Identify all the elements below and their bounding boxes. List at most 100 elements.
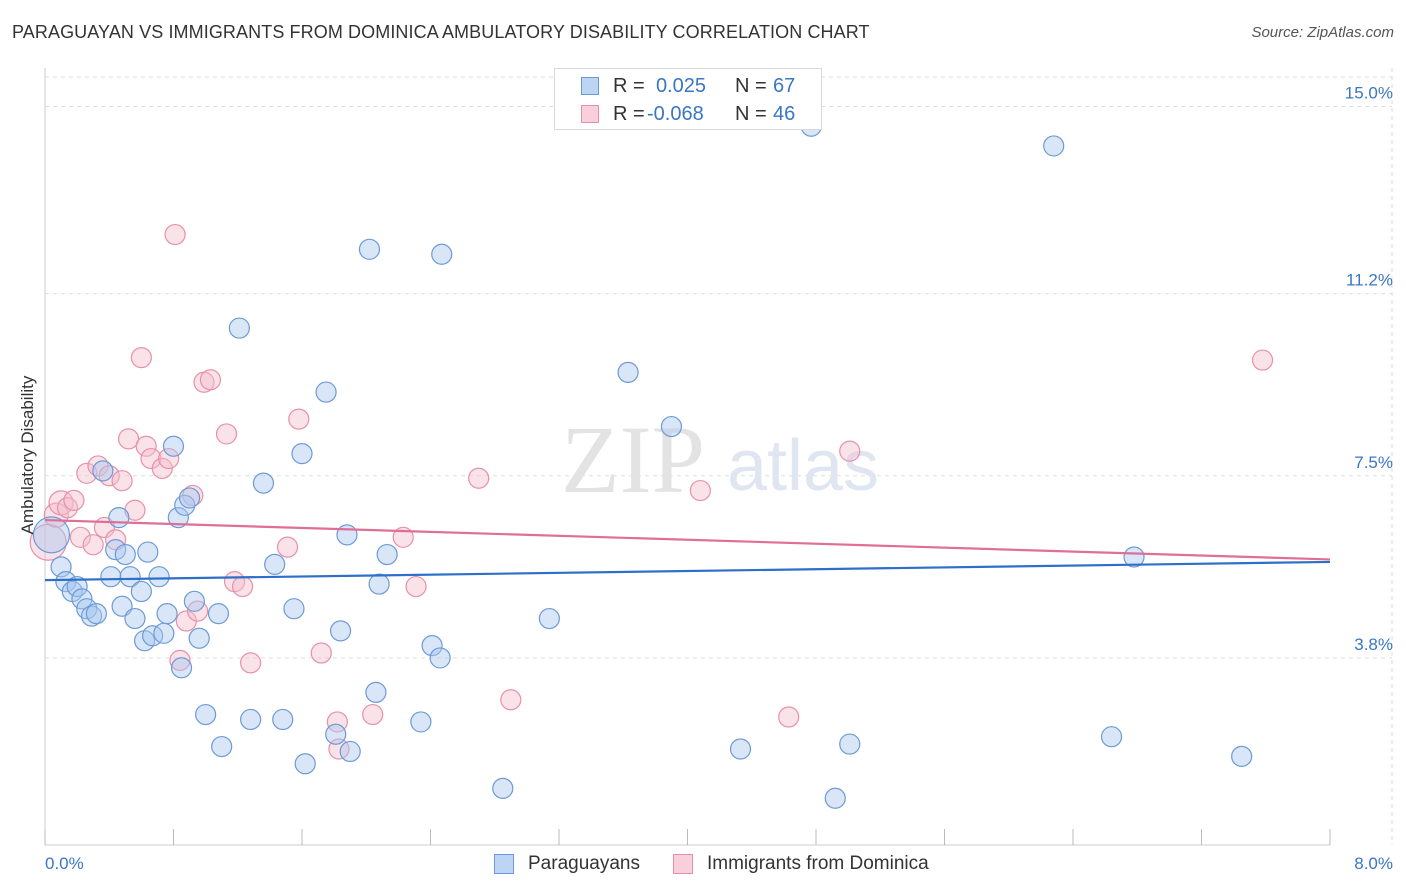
paraguayans-point bbox=[156, 603, 178, 625]
dominica-point bbox=[310, 642, 332, 664]
r-label: R = bbox=[613, 75, 645, 97]
y-tick-label: 15.0% bbox=[1345, 84, 1393, 103]
paraguayans-point bbox=[1231, 745, 1253, 767]
paraguayans-point bbox=[368, 573, 390, 595]
paraguayans-point bbox=[824, 787, 846, 809]
paraguayans-point bbox=[1123, 546, 1145, 568]
dominica-point bbox=[169, 649, 191, 671]
tick-labels: 3.8% 7.5% 11.2% 15.0% 0.0% 8.0% bbox=[45, 84, 1393, 873]
paraguayans-point bbox=[71, 588, 93, 610]
dominica-point bbox=[839, 440, 861, 462]
paraguayans-point bbox=[315, 381, 337, 403]
paraguayans-point bbox=[538, 607, 560, 630]
dominica-point bbox=[164, 223, 186, 246]
series-dominica-points bbox=[29, 223, 1274, 760]
y-tick-label: 7.5% bbox=[1354, 453, 1393, 472]
stats-legend-row-paraguayans: R = 0.025 N = 67 bbox=[555, 73, 821, 101]
watermark: ZIP atlas bbox=[561, 406, 879, 513]
dominica-point bbox=[82, 534, 104, 556]
paraguayans-point bbox=[92, 460, 114, 482]
dominica-point bbox=[288, 408, 310, 430]
paraguayans-point bbox=[272, 708, 294, 731]
paraguayans-legend-swatch bbox=[494, 854, 514, 874]
dominica-point bbox=[69, 526, 91, 548]
dominica-point bbox=[240, 652, 262, 674]
paraguayans-point bbox=[228, 317, 250, 339]
paraguayans-point bbox=[339, 740, 361, 763]
n-label: N = bbox=[735, 103, 767, 125]
paraguayans-point bbox=[211, 735, 233, 758]
series-paraguayans-points bbox=[32, 115, 1253, 809]
paraguayans-point bbox=[32, 516, 71, 554]
dominica-point bbox=[63, 489, 85, 511]
paraguayans-point bbox=[119, 566, 141, 588]
paraguayans-point bbox=[114, 543, 136, 566]
paraguayans-point bbox=[839, 733, 861, 755]
dominica-legend-label: Immigrants from Dominica bbox=[707, 853, 929, 874]
paraguayans-point bbox=[431, 243, 453, 265]
dominica-point bbox=[468, 467, 490, 489]
watermark-atlas: atlas bbox=[727, 426, 879, 506]
paraguayans-point bbox=[153, 622, 175, 644]
paraguayans-point bbox=[124, 607, 146, 630]
dominica-trend-line bbox=[44, 518, 1331, 561]
paraguayans-point bbox=[729, 738, 752, 760]
paraguayans-point bbox=[376, 543, 398, 566]
paraguayans-point bbox=[410, 711, 432, 733]
paraguayans-point bbox=[240, 708, 262, 731]
x-tick-label-min: 0.0% bbox=[45, 854, 84, 873]
paraguayans-point bbox=[492, 777, 514, 799]
legend-item-paraguayans[interactable]: Paraguayans bbox=[494, 852, 664, 876]
dominica-point bbox=[135, 435, 157, 457]
paraguayans-point bbox=[130, 580, 152, 603]
dominica-point bbox=[500, 689, 522, 711]
watermark-zip: ZIP bbox=[561, 406, 705, 513]
dominica-legend-swatch bbox=[673, 854, 693, 874]
paraguayans-point bbox=[170, 657, 193, 679]
paraguayans-point bbox=[148, 566, 170, 588]
paraguayans-trend-line bbox=[44, 560, 1331, 582]
paraguayans-point bbox=[195, 703, 217, 726]
paraguayans-point bbox=[421, 635, 443, 657]
x-tick-label-max: 8.0% bbox=[1354, 854, 1393, 873]
source-label: Source: ZipAtlas.com bbox=[1251, 24, 1394, 41]
stats-legend: R = 0.025 N = 67 R = -0.068 N = 46 bbox=[554, 68, 822, 130]
paraguayans-point bbox=[85, 603, 108, 625]
paraguayans-point bbox=[137, 541, 159, 563]
y-tick-label: 11.2% bbox=[1346, 271, 1393, 290]
paraguayans-point bbox=[105, 539, 127, 561]
dominica-point bbox=[111, 470, 133, 492]
dominica-point bbox=[1251, 349, 1274, 371]
dominica-point bbox=[362, 703, 384, 726]
dominica-point bbox=[130, 347, 152, 369]
dominica-point bbox=[117, 428, 140, 450]
r-value: -0.068 bbox=[647, 103, 704, 125]
paraguayans-point bbox=[329, 620, 352, 642]
dominica-point bbox=[231, 575, 254, 598]
paraguayans-point bbox=[252, 472, 275, 494]
paraguayans-point bbox=[183, 590, 205, 612]
paraguayans-point bbox=[264, 553, 286, 575]
chart-title: PARAGUAYAN VS IMMIGRANTS FROM DOMINICA A… bbox=[12, 22, 870, 42]
dominica-point bbox=[405, 575, 427, 598]
y-axis-label: Ambulatory Disability bbox=[18, 375, 37, 535]
r-label: R = bbox=[613, 103, 645, 125]
dominica-point bbox=[158, 447, 180, 470]
dominica-point bbox=[689, 479, 711, 502]
paraguayans-point bbox=[1043, 135, 1065, 157]
dominica-point bbox=[215, 423, 238, 445]
paraguayans-point bbox=[294, 753, 316, 775]
dominica-point bbox=[199, 369, 222, 391]
paraguayans-point bbox=[167, 507, 189, 529]
paraguayans-point bbox=[429, 647, 451, 669]
paraguayans-point bbox=[111, 595, 133, 617]
n-value: 67 bbox=[773, 75, 796, 97]
dominica-point bbox=[76, 462, 98, 484]
paraguayans-point bbox=[336, 524, 358, 546]
axis-layer bbox=[44, 68, 1331, 846]
paraguayans-point bbox=[66, 575, 88, 598]
legend-item-dominica[interactable]: Immigrants from Dominica bbox=[673, 852, 963, 876]
paraguayans-point bbox=[325, 723, 347, 745]
paraguayans-point bbox=[162, 435, 185, 457]
